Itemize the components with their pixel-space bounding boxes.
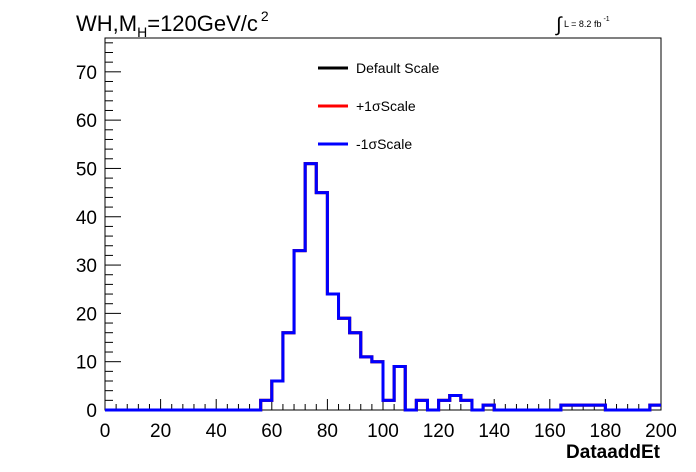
legend-label: Default Scale xyxy=(356,60,439,76)
plot-frame xyxy=(104,37,662,411)
title-prefix: WH,M xyxy=(76,11,138,36)
x-tick-label: 180 xyxy=(590,421,622,442)
legend-label: +1σScale xyxy=(356,98,416,114)
y-tick-label: 50 xyxy=(76,159,97,180)
plot-title: WH,MH=120GeV/c 2 xyxy=(76,8,269,40)
legend: Default Scale +1σScale -1σScale xyxy=(318,60,439,152)
x-tick-label: 120 xyxy=(423,421,455,442)
series-layer xyxy=(105,162,661,412)
title-superscript: 2 xyxy=(260,8,269,24)
x-tick-label: 40 xyxy=(206,421,227,442)
legend-label: -1σScale xyxy=(356,136,412,152)
histogram-series-line xyxy=(105,162,661,412)
x-tick-label: 0 xyxy=(100,421,111,442)
x-tick-label: 20 xyxy=(150,421,171,442)
x-tick-label: 200 xyxy=(645,421,677,442)
title-subscript: H xyxy=(137,24,148,40)
y-tick-label: 60 xyxy=(76,111,97,132)
x-tick-label: 140 xyxy=(478,421,510,442)
luminosity-label: ∫ L = 8.2 fb -1 xyxy=(556,10,610,36)
y-tick-label: 10 xyxy=(76,353,97,374)
y-tick-label: 20 xyxy=(76,304,97,325)
luminosity-unit-exponent: -1 xyxy=(603,16,610,23)
x-tick-label: 160 xyxy=(534,421,566,442)
y-tick-label: 0 xyxy=(86,401,97,422)
y-tick-label: 30 xyxy=(76,256,97,277)
integral-symbol: ∫ xyxy=(556,14,562,36)
title-suffix: =120GeV/c xyxy=(147,11,258,36)
luminosity-text: L = 8.2 fb xyxy=(564,19,602,29)
x-tick-label: 100 xyxy=(367,421,399,442)
y-tick-label: 40 xyxy=(76,208,97,229)
x-axis-label: DataaddEt xyxy=(566,442,660,463)
axes-layer: 0 20 40 60 80 100 120 140 160 180 200 0 10 20 30 40 50 60… xyxy=(76,42,677,442)
y-tick-label: 70 xyxy=(76,63,97,84)
x-tick-label: 80 xyxy=(317,421,338,442)
x-tick-label: 60 xyxy=(261,421,282,442)
